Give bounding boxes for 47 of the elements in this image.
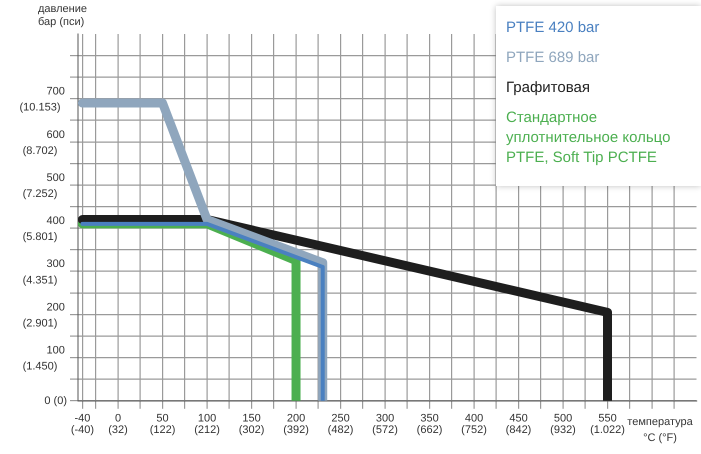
x-tick-label: -40 — [74, 412, 90, 424]
x-tick-label: 550 — [598, 412, 617, 424]
x-tick-label: 150 — [242, 412, 261, 424]
x2-tick-label: (662) — [416, 424, 442, 436]
x2-tick-label: (932) — [550, 424, 576, 436]
y-tick-label: 600 — [46, 128, 65, 141]
y-tick-label: 100 — [46, 344, 65, 357]
text: PTFE 420 bar — [506, 18, 600, 38]
x2-tick-label: (1.022) — [590, 424, 625, 436]
y-tick-label: 200 — [46, 301, 65, 314]
text: Стандартное уплотнительное кольцо PTFE, Soft Tip PCTFE — [506, 108, 672, 168]
x2-tick-label: (-40) — [70, 424, 94, 436]
x-tick-label: 500 — [554, 412, 572, 424]
y2-tick-label: (8.702) — [22, 144, 58, 157]
x-tick-label: 300 — [376, 412, 394, 424]
x2-tick-label: (842) — [506, 424, 532, 436]
x2-tick-label: (212) — [194, 424, 220, 436]
x2-tick-label: (752) — [461, 424, 487, 436]
y-tick-label: 500 — [46, 172, 65, 184]
x-axis-title: температура °C (°F) — [627, 416, 694, 444]
x-tick-label: 350 — [420, 412, 439, 424]
x2-tick-label: (122) — [150, 424, 176, 436]
y-tick-label: 300 — [46, 258, 65, 270]
text: Графитовая — [506, 78, 591, 98]
y-tick-label: 700 — [46, 86, 65, 98]
y2-tick-label: (1.450) — [22, 360, 58, 373]
x-tick-label: 0 — [114, 412, 122, 424]
x-tick-label: 100 — [198, 412, 216, 424]
y-axis-title: давление бар (пси) — [38, 3, 88, 28]
y2-tick-label: (10.153) — [20, 102, 60, 114]
y2-tick-label: (5.801) — [22, 231, 58, 244]
x2-tick-label: (482) — [328, 424, 354, 436]
x-tick-label: 450 — [509, 412, 528, 424]
x-tick-label: 200 — [286, 412, 306, 424]
y2-tick-label: (7.252) — [22, 188, 58, 200]
x2-tick-label: (572) — [372, 424, 398, 436]
text: PTFE 689 bar — [506, 48, 600, 68]
y2-tick-label: (2.901) — [22, 317, 58, 330]
x2-tick-label: (302) — [238, 424, 264, 436]
x2-tick-label: (392) — [283, 424, 309, 436]
x-tick-label: 50 — [156, 412, 169, 424]
x2-tick-label: (32) — [108, 424, 128, 436]
y2-tick-label: (4.351) — [22, 274, 58, 286]
x-tick-label: 400 — [464, 412, 484, 424]
y-tick-label: 0 (0) — [44, 394, 68, 407]
y-tick-label: 400 — [46, 215, 65, 228]
x-tick-label: 250 — [331, 412, 350, 424]
